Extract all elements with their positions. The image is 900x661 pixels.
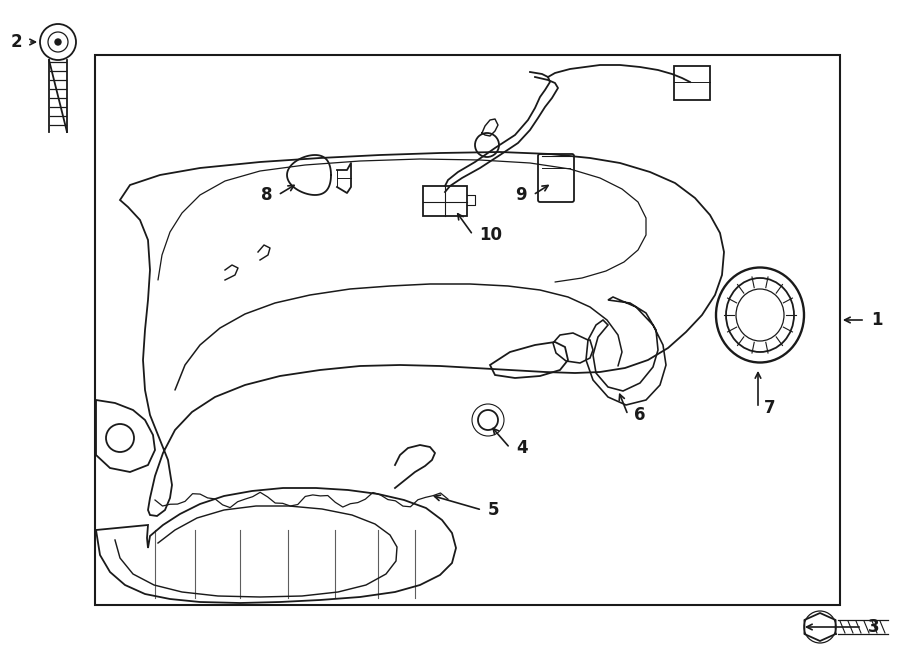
Text: 3: 3 — [868, 618, 879, 636]
Bar — [95, 55, 840, 605]
Text: 9: 9 — [516, 186, 527, 204]
Text: 7: 7 — [764, 399, 776, 417]
Text: 8: 8 — [260, 186, 272, 204]
Text: 6: 6 — [634, 406, 645, 424]
Circle shape — [55, 39, 61, 45]
Text: 5: 5 — [488, 501, 500, 519]
Text: 4: 4 — [516, 439, 527, 457]
Text: 10: 10 — [479, 226, 502, 244]
Text: 2: 2 — [11, 33, 22, 51]
Text: 1: 1 — [871, 311, 883, 329]
